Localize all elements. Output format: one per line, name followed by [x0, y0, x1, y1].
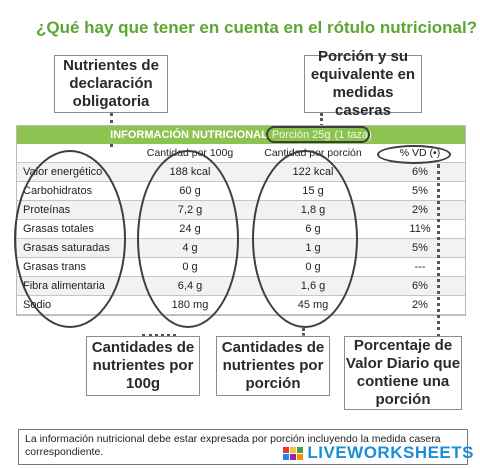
callout-cantidades100-text: Cantidades de nutrientes por 100g — [91, 339, 195, 392]
callout-porcentaje: Porcentaje de Valor Diario que contiene … — [344, 336, 462, 410]
callout-nutrientes: Nutrientes de declaración obligatoria — [54, 55, 168, 113]
nutrients-highlight — [14, 150, 126, 328]
vd-highlight — [377, 145, 451, 164]
callout-porcentaje-text: Porcentaje de Valor Diario que contiene … — [345, 337, 461, 408]
callout-porcion: Porción y su equivalente en medidas case… — [304, 48, 422, 119]
table-header-label: INFORMACIÓN NUTRICIONAL — [110, 129, 268, 141]
callout-nutrientes-text: Nutrientes de declaración obligatoria — [63, 57, 159, 110]
liveworksheets-logo-icon — [283, 446, 304, 460]
value-vd: 6% — [412, 166, 428, 178]
connector-cantidadesporcion — [302, 328, 305, 336]
connector-porcion — [320, 113, 323, 127]
connector-porcentaje — [437, 164, 440, 338]
per100-highlight — [137, 150, 239, 328]
callout-porcion-text: Porción y su equivalente en medidas case… — [310, 48, 416, 119]
page-title: ¿Qué hay que tener en cuenta en el rótul… — [36, 18, 478, 37]
watermark-text: LIVEWORKSHEETS — [307, 443, 474, 462]
callout-cantidadesporcion-text: Cantidades de nutrientes por porción — [221, 339, 325, 392]
portion-label: Porción 25g — [271, 129, 331, 141]
table-header: INFORMACIÓN NUTRICIONAL Porción 25g (1 t… — [17, 126, 465, 144]
footer-note: La información nutricional debe estar ex… — [18, 429, 468, 465]
value-vd: 5% — [412, 242, 428, 254]
portion-highlight — [266, 126, 370, 143]
value-vd: 2% — [412, 204, 428, 216]
watermark: LIVEWORKSHEETS — [283, 443, 474, 463]
callout-cantidades100: Cantidades de nutrientes por 100g — [86, 336, 200, 396]
perportion-highlight — [252, 150, 358, 328]
value-vd: 5% — [412, 185, 428, 197]
connector-cantidades100-h — [142, 334, 176, 337]
callout-cantidadesporcion: Cantidades de nutrientes por porción — [216, 336, 330, 396]
value-vd: 11% — [409, 223, 431, 235]
value-vd: --- — [414, 261, 426, 273]
value-vd: 2% — [412, 299, 428, 311]
value-vd: 6% — [412, 280, 428, 292]
